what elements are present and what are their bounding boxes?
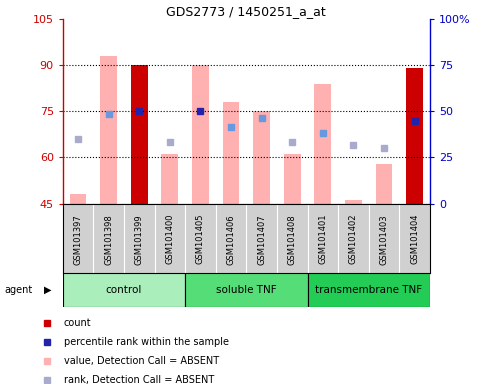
Bar [284, 154, 300, 204]
Text: soluble TNF: soluble TNF [216, 285, 277, 295]
Bar [185, 273, 308, 307]
Text: GSM101404: GSM101404 [410, 214, 419, 265]
Bar [131, 65, 148, 204]
Bar [253, 111, 270, 204]
Text: transmembrane TNF: transmembrane TNF [315, 285, 422, 295]
Text: GSM101405: GSM101405 [196, 214, 205, 265]
Text: GSM101408: GSM101408 [288, 214, 297, 265]
Bar [314, 84, 331, 204]
Text: control: control [106, 285, 142, 295]
Bar [345, 200, 362, 204]
Text: agent: agent [5, 285, 33, 295]
Text: percentile rank within the sample: percentile rank within the sample [64, 337, 228, 347]
Bar [161, 154, 178, 204]
Bar [70, 194, 86, 204]
Text: ▶: ▶ [43, 285, 51, 295]
Bar [376, 164, 392, 204]
Text: GSM101400: GSM101400 [165, 214, 174, 265]
Text: GSM101403: GSM101403 [380, 214, 388, 265]
Bar [192, 65, 209, 204]
Bar [63, 273, 185, 307]
Text: GSM101401: GSM101401 [318, 214, 327, 265]
Title: GDS2773 / 1450251_a_at: GDS2773 / 1450251_a_at [167, 5, 326, 18]
Bar [223, 102, 240, 204]
Bar [100, 56, 117, 204]
Text: GSM101406: GSM101406 [227, 214, 236, 265]
Text: rank, Detection Call = ABSENT: rank, Detection Call = ABSENT [64, 375, 214, 384]
Text: GSM101399: GSM101399 [135, 214, 144, 265]
Text: count: count [64, 318, 91, 328]
Text: value, Detection Call = ABSENT: value, Detection Call = ABSENT [64, 356, 219, 366]
Bar [308, 273, 430, 307]
Text: GSM101397: GSM101397 [73, 214, 83, 265]
Text: GSM101402: GSM101402 [349, 214, 358, 265]
Text: GSM101407: GSM101407 [257, 214, 266, 265]
Text: GSM101398: GSM101398 [104, 214, 113, 265]
Bar [406, 68, 423, 204]
